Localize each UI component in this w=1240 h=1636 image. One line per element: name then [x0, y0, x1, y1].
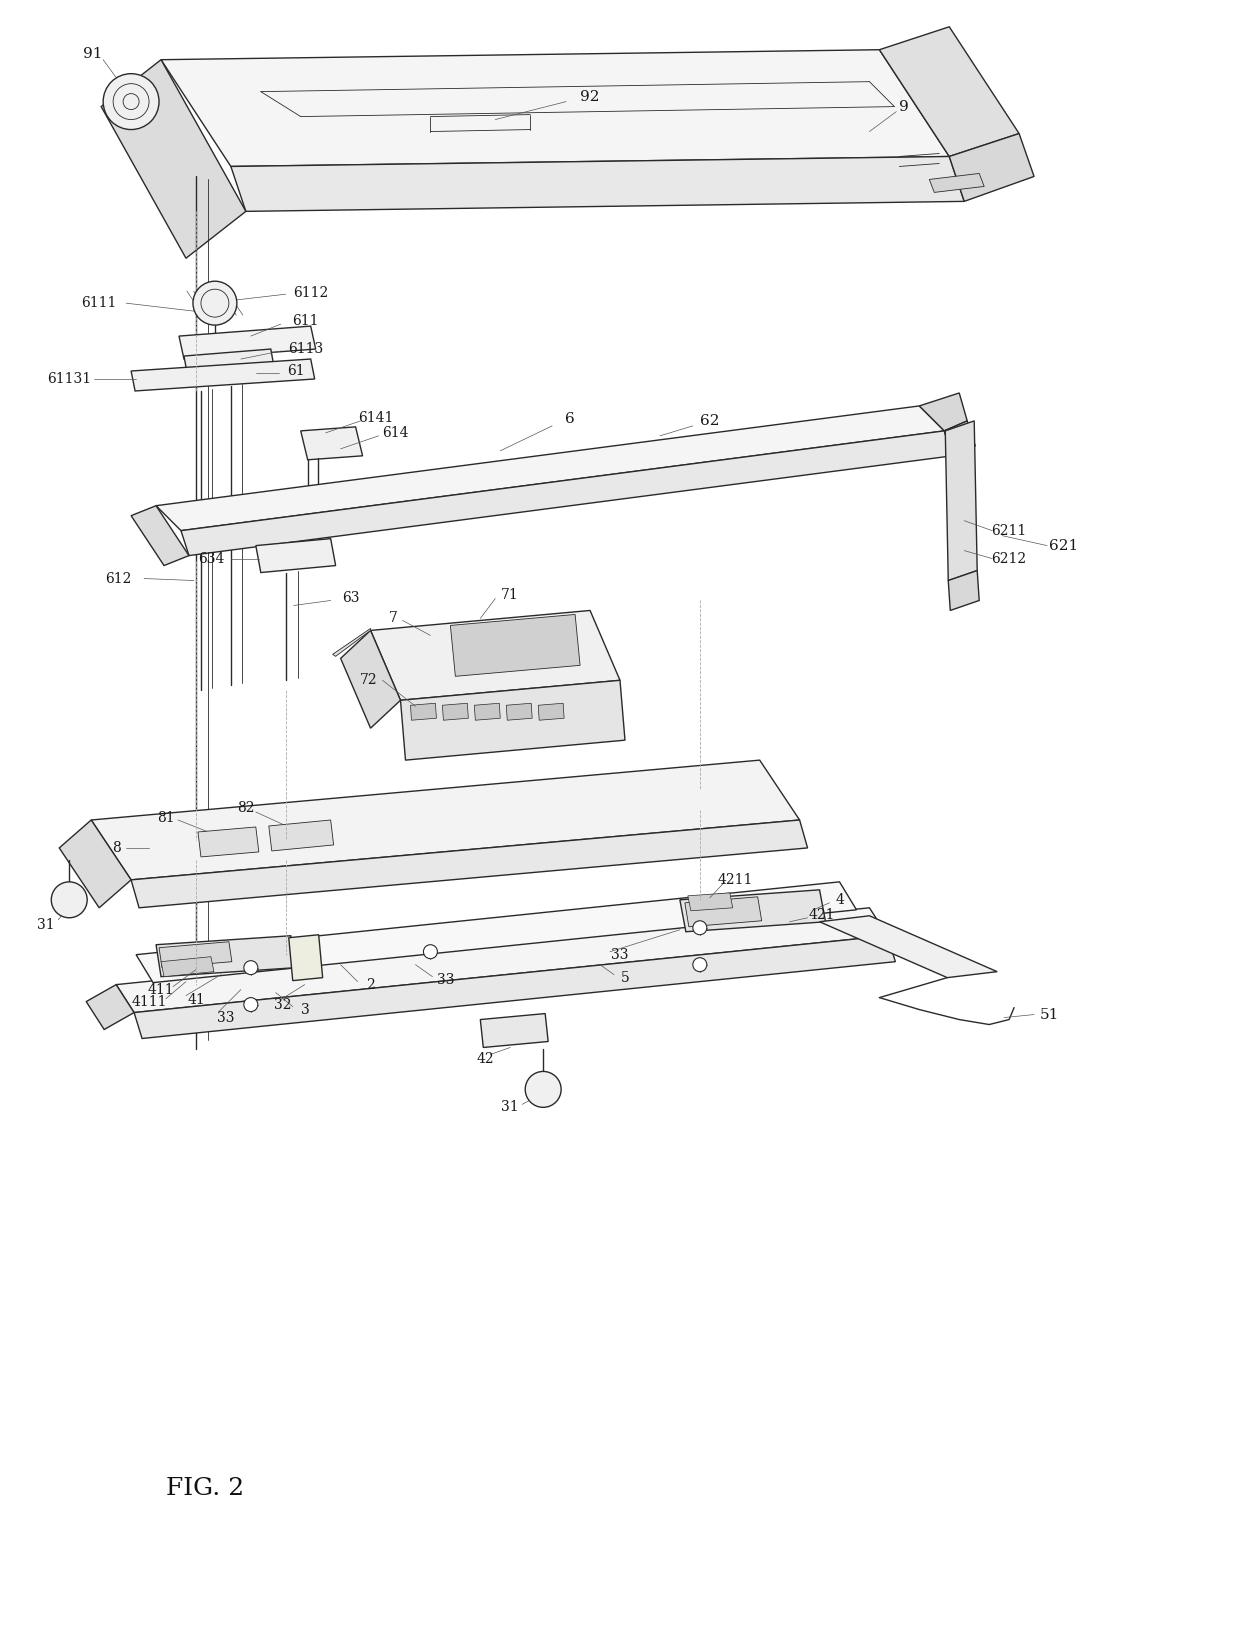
- Text: 6212: 6212: [992, 551, 1027, 566]
- Text: 42: 42: [476, 1052, 494, 1067]
- Polygon shape: [475, 703, 500, 720]
- Circle shape: [193, 281, 237, 326]
- Polygon shape: [231, 157, 965, 211]
- Text: 72: 72: [360, 674, 377, 687]
- Text: 4: 4: [835, 893, 844, 906]
- Polygon shape: [680, 890, 826, 933]
- Polygon shape: [161, 49, 950, 167]
- Text: FIG. 2: FIG. 2: [166, 1477, 244, 1500]
- Circle shape: [51, 882, 87, 918]
- Text: 61: 61: [286, 363, 305, 378]
- Circle shape: [244, 960, 258, 975]
- Text: 8: 8: [112, 841, 120, 856]
- Polygon shape: [117, 908, 888, 1013]
- Polygon shape: [289, 934, 322, 980]
- Polygon shape: [929, 173, 985, 193]
- Polygon shape: [410, 703, 436, 720]
- Text: 2: 2: [366, 978, 374, 991]
- Text: 6211: 6211: [992, 524, 1027, 538]
- Polygon shape: [131, 820, 807, 908]
- Text: 71: 71: [501, 589, 520, 602]
- Polygon shape: [950, 134, 1034, 201]
- Text: 92: 92: [580, 90, 600, 103]
- Polygon shape: [269, 820, 334, 851]
- Circle shape: [423, 944, 438, 959]
- Text: 41: 41: [187, 993, 205, 1006]
- Text: 611: 611: [293, 314, 319, 329]
- Polygon shape: [102, 59, 246, 258]
- Text: 91: 91: [83, 47, 103, 61]
- Text: 63: 63: [342, 592, 360, 605]
- Polygon shape: [92, 761, 800, 880]
- Text: 9: 9: [899, 100, 909, 113]
- Polygon shape: [945, 420, 975, 456]
- Text: 6141: 6141: [358, 411, 393, 425]
- Polygon shape: [945, 420, 977, 581]
- Text: 32: 32: [274, 998, 291, 1011]
- Polygon shape: [134, 936, 895, 1039]
- Polygon shape: [538, 703, 564, 720]
- Text: 411: 411: [148, 983, 175, 996]
- Polygon shape: [820, 916, 997, 978]
- Polygon shape: [332, 628, 371, 656]
- Text: 614: 614: [382, 425, 409, 440]
- Text: 6112: 6112: [293, 286, 329, 299]
- Polygon shape: [161, 957, 215, 977]
- Text: 61131: 61131: [47, 371, 92, 386]
- Polygon shape: [156, 406, 945, 530]
- Polygon shape: [159, 942, 232, 967]
- Text: 51: 51: [1039, 1008, 1059, 1021]
- Text: 421: 421: [808, 908, 835, 921]
- Polygon shape: [480, 1014, 548, 1047]
- Polygon shape: [179, 326, 316, 358]
- Polygon shape: [684, 897, 761, 926]
- Polygon shape: [688, 893, 733, 911]
- Polygon shape: [341, 630, 401, 728]
- Polygon shape: [60, 820, 131, 908]
- Text: 82: 82: [237, 802, 254, 815]
- Polygon shape: [131, 358, 315, 391]
- Circle shape: [693, 921, 707, 934]
- Polygon shape: [506, 703, 532, 720]
- Polygon shape: [198, 826, 259, 857]
- Text: 7: 7: [389, 612, 398, 625]
- Text: 4111: 4111: [131, 995, 167, 1008]
- Text: 3: 3: [301, 1003, 310, 1016]
- Text: 612: 612: [105, 571, 131, 586]
- Text: 4211: 4211: [718, 874, 754, 887]
- Polygon shape: [255, 538, 336, 573]
- Text: 31: 31: [501, 1101, 520, 1114]
- Polygon shape: [949, 571, 980, 610]
- Polygon shape: [156, 936, 295, 977]
- Polygon shape: [371, 610, 620, 700]
- Text: 33: 33: [436, 973, 454, 987]
- Polygon shape: [443, 703, 469, 720]
- Polygon shape: [184, 348, 275, 378]
- Text: 6: 6: [565, 412, 575, 425]
- Text: 31: 31: [37, 918, 55, 933]
- Text: 33: 33: [217, 1011, 234, 1024]
- Circle shape: [693, 957, 707, 972]
- Polygon shape: [136, 882, 857, 983]
- Polygon shape: [879, 26, 1019, 157]
- Text: 33: 33: [611, 947, 629, 962]
- Text: 6111: 6111: [82, 296, 117, 311]
- Polygon shape: [131, 506, 188, 566]
- Text: 6113: 6113: [288, 342, 324, 357]
- Polygon shape: [301, 427, 362, 460]
- Circle shape: [526, 1072, 562, 1108]
- Polygon shape: [87, 985, 134, 1029]
- Polygon shape: [181, 430, 952, 556]
- Circle shape: [244, 998, 258, 1011]
- Polygon shape: [401, 681, 625, 761]
- Text: 621: 621: [1049, 538, 1079, 553]
- Polygon shape: [450, 615, 580, 676]
- Text: 62: 62: [701, 414, 719, 429]
- Circle shape: [103, 74, 159, 129]
- Text: 81: 81: [157, 811, 175, 825]
- Text: 5: 5: [620, 970, 630, 985]
- Text: 634: 634: [197, 551, 224, 566]
- Polygon shape: [919, 393, 967, 430]
